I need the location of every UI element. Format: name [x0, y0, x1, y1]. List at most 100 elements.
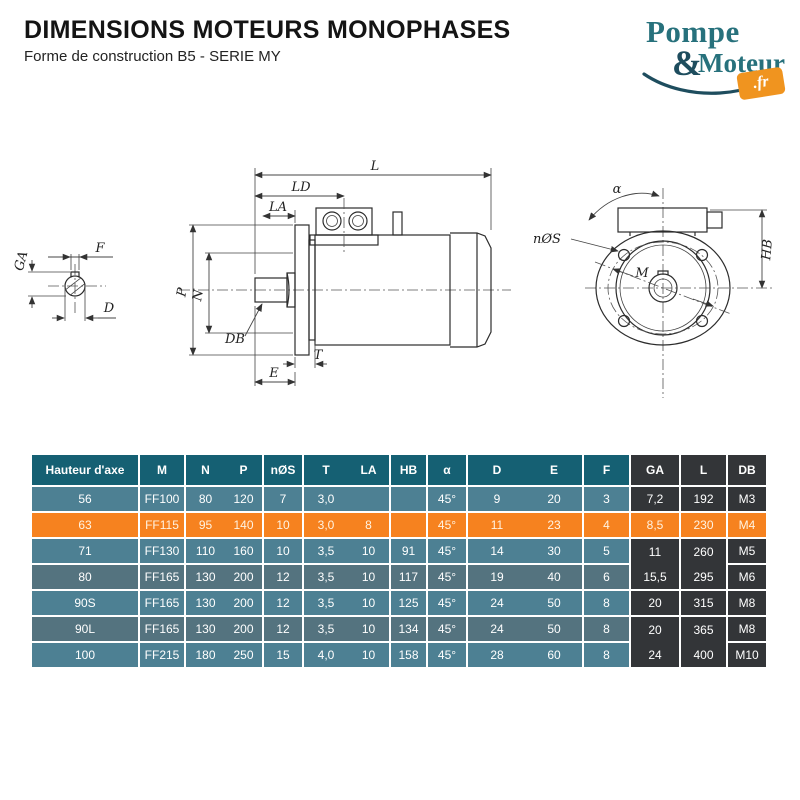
cell: 71 [32, 539, 140, 565]
cell: 14 [468, 539, 526, 565]
cell: 10 [348, 643, 391, 669]
col-header-l: L [681, 455, 728, 487]
label-ga: GA [14, 250, 31, 273]
cell: FF165 [140, 617, 186, 643]
cell: 3,5 [304, 617, 348, 643]
cell: 12 [264, 591, 304, 617]
cell: 8 [348, 513, 391, 539]
cell: 9 [468, 487, 526, 513]
cell: 10 [264, 513, 304, 539]
cell: 19 [468, 565, 526, 591]
col-header-p: P [225, 455, 264, 487]
col-header-ga: GA [631, 455, 681, 487]
shaft-end-view-drawing: F GA D [14, 241, 116, 322]
cell: 125 [391, 591, 428, 617]
table-row-56: 56 FF100 80 120 7 3,0 45° 9 20 3 7,2 192… [32, 487, 766, 513]
cell: 192 [681, 487, 728, 513]
cell: 50 [526, 617, 584, 643]
cell: 110 [186, 539, 225, 565]
label-l: L [370, 159, 380, 174]
col-header-n: N [186, 455, 225, 487]
table-row-90l: 90L FF165 130 200 12 3,5 10 134 45° 24 5… [32, 617, 766, 643]
label-f: F [94, 241, 105, 256]
cell: 90S [32, 591, 140, 617]
label-db: DB [224, 332, 245, 347]
cell: 158 [391, 643, 428, 669]
cell: 11 [468, 513, 526, 539]
col-header-e: E [526, 455, 584, 487]
label-la: LA [268, 200, 287, 215]
cell: 3,0 [304, 513, 348, 539]
cell: 400 [681, 643, 728, 669]
cell: 12 [264, 565, 304, 591]
dimensions-table: Hauteur d'axe M N P nØS T LA HB α D E F … [32, 455, 766, 669]
cell: 45° [428, 539, 468, 565]
cell: 100 [32, 643, 140, 669]
table-row-100: 100 FF215 180 250 15 4,0 10 158 45° 28 6… [32, 643, 766, 669]
cell: 7,2 [631, 487, 681, 513]
col-header-la: LA [348, 455, 391, 487]
cell: FF165 [140, 565, 186, 591]
cell: 8 [584, 643, 631, 669]
cell: 10 [348, 617, 391, 643]
page-header: DIMENSIONS MOTEURS MONOPHASES Forme de c… [24, 16, 511, 65]
cell: FF100 [140, 487, 186, 513]
cell: 15,5 [631, 565, 681, 591]
table-row-71: 71 FF130 110 160 10 3,5 10 91 45° 14 30 … [32, 539, 766, 565]
cell: 24 [631, 643, 681, 669]
col-header-db: DB [728, 455, 766, 487]
label-d: D [103, 301, 115, 316]
cell: 130 [186, 617, 225, 643]
cell [391, 513, 428, 539]
page-subtitle: Forme de construction B5 - SERIE MY [24, 48, 281, 65]
cell: 4 [584, 513, 631, 539]
cell: 63 [32, 513, 140, 539]
label-m: M [634, 266, 649, 281]
table-header-row: Hauteur d'axe M N P nØS T LA HB α D E F … [32, 455, 766, 487]
cell: 315 [681, 591, 728, 617]
cell: 45° [428, 487, 468, 513]
cell: 80 [186, 487, 225, 513]
cell: M4 [728, 513, 766, 539]
table-row-90s: 90S FF165 130 200 12 3,5 10 125 45° 24 5… [32, 591, 766, 617]
cell: 130 [186, 565, 225, 591]
label-p: P [175, 287, 191, 299]
col-header-nos: nØS [264, 455, 304, 487]
cell: 10 [348, 565, 391, 591]
col-header-m: M [140, 455, 186, 487]
cell: 30 [526, 539, 584, 565]
cell: 3 [584, 487, 631, 513]
cell: 91 [391, 539, 428, 565]
cell: 180 [186, 643, 225, 669]
cell: 10 [348, 591, 391, 617]
cell: 200 [225, 565, 264, 591]
col-header-alpha: α [428, 455, 468, 487]
cell: 45° [428, 591, 468, 617]
label-ld: LD [290, 180, 311, 195]
col-header-d: D [468, 455, 526, 487]
cell: 130 [186, 591, 225, 617]
cell: 45° [428, 513, 468, 539]
cell: 23 [526, 513, 584, 539]
logo-word-pompe: Pompe [646, 14, 740, 49]
cell: 80 [32, 565, 140, 591]
cell: M10 [728, 643, 766, 669]
cell: 200 [225, 617, 264, 643]
cell: 5 [584, 539, 631, 565]
cell: 20 [631, 617, 681, 643]
cell: 260 [681, 539, 728, 565]
cell: 230 [681, 513, 728, 539]
cell: M3 [728, 487, 766, 513]
cell: 11 [631, 539, 681, 565]
cell: 365 [681, 617, 728, 643]
cell: 56 [32, 487, 140, 513]
label-nos: nØS [533, 232, 561, 247]
cell: FF165 [140, 591, 186, 617]
cell: 3,0 [304, 487, 348, 513]
cell: 4,0 [304, 643, 348, 669]
col-header-hauteur: Hauteur d'axe [32, 455, 140, 487]
cell: M8 [728, 617, 766, 643]
cell: 134 [391, 617, 428, 643]
cell: 60 [526, 643, 584, 669]
cell: 40 [526, 565, 584, 591]
